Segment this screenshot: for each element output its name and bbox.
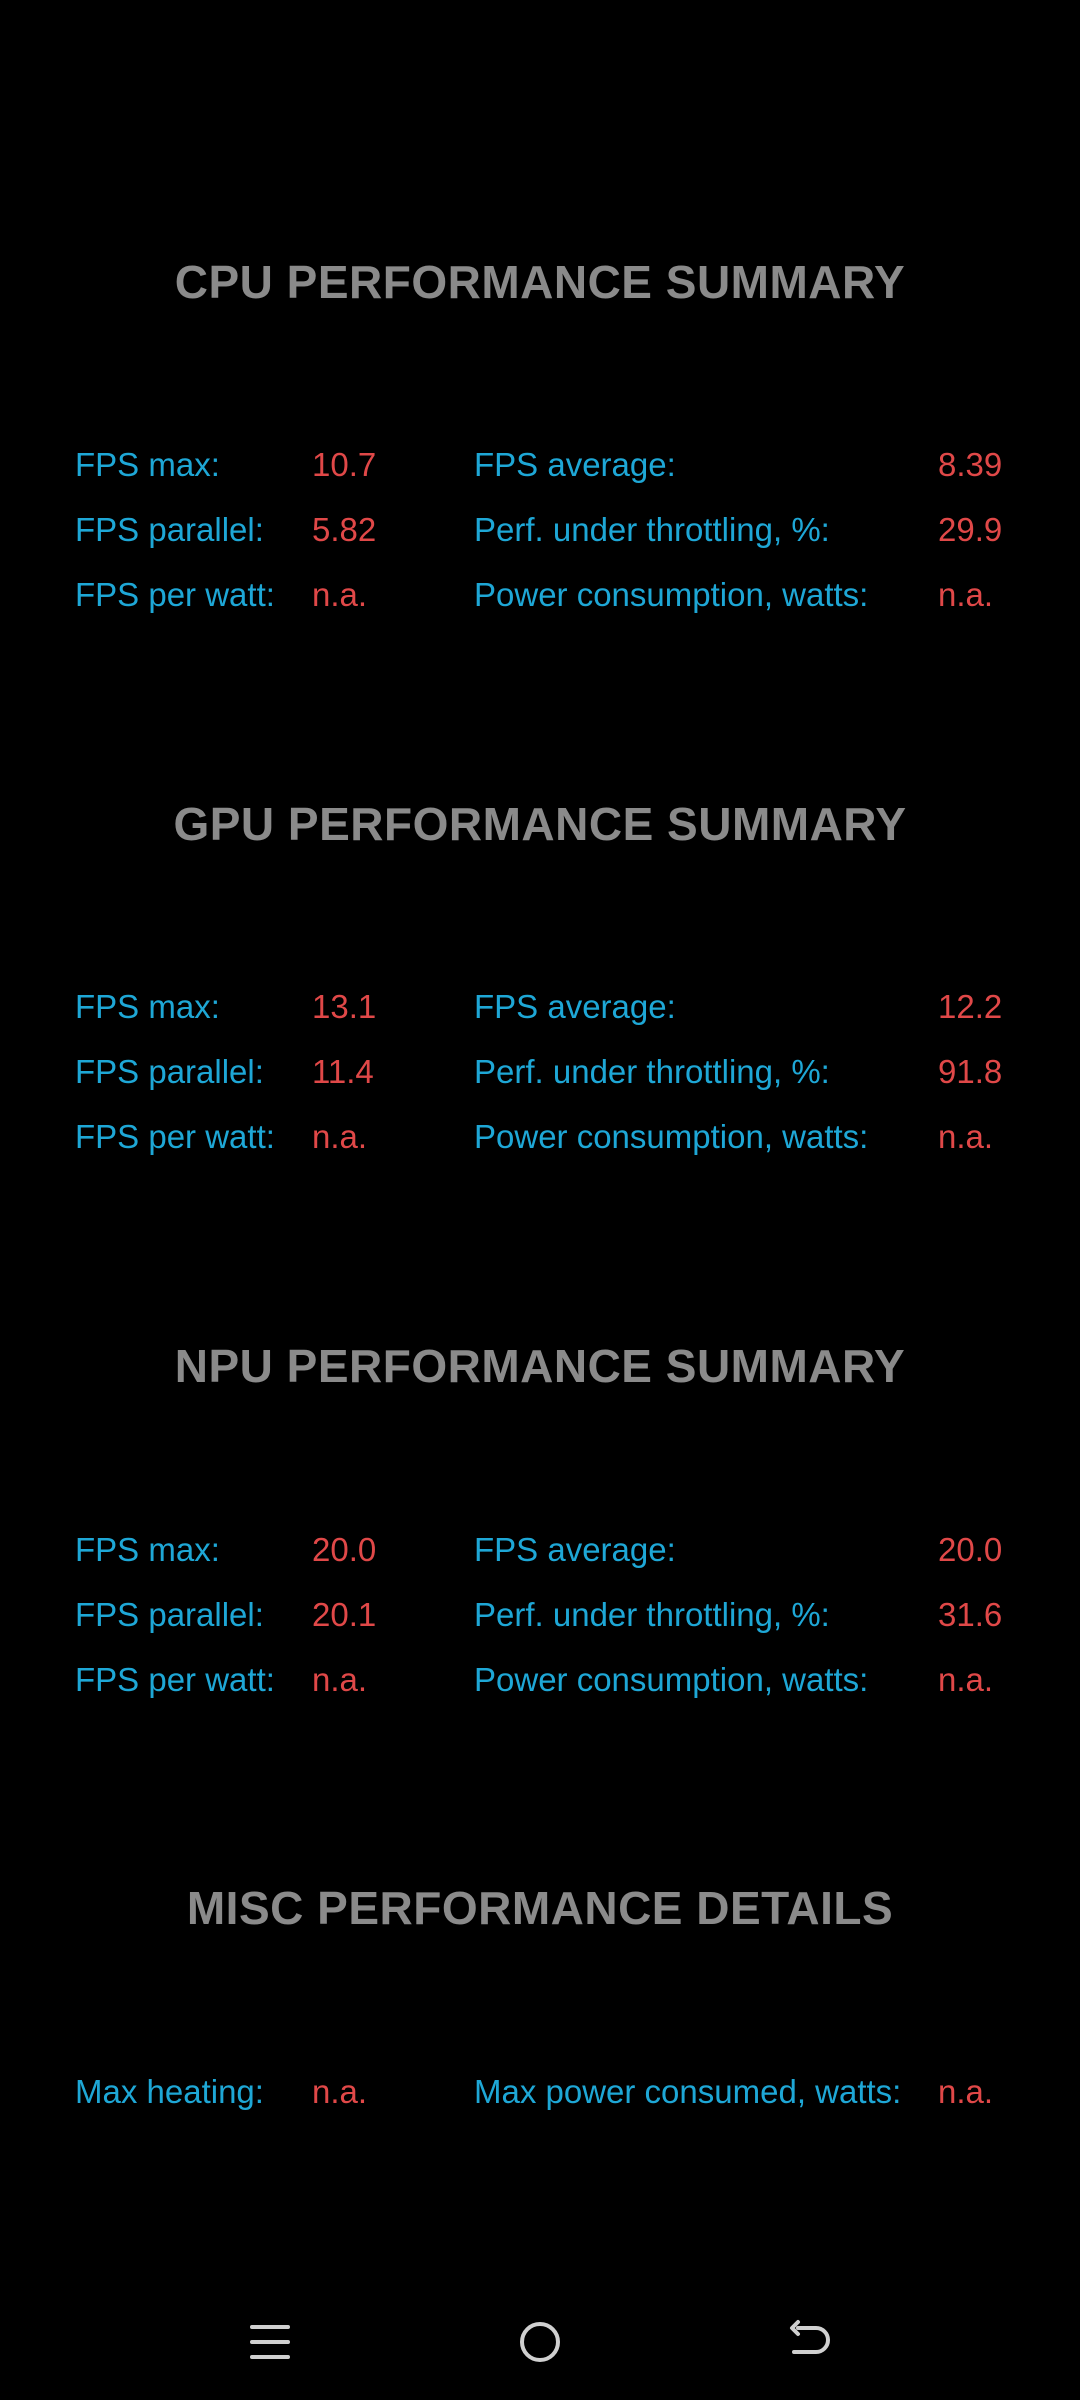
back-button[interactable] — [770, 2302, 850, 2382]
system-navigation-bar — [0, 2280, 1080, 2400]
npu-fps-parallel-value: 20.1 — [312, 1596, 377, 1633]
npu-power-consumption-label: Power consumption, watts: — [474, 1661, 869, 1698]
gpu-fps-average-value: 12.2 — [938, 988, 1003, 1025]
npu-section-title: NPU PERFORMANCE SUMMARY — [174, 1340, 906, 1392]
npu-throttling-value: 31.6 — [938, 1596, 1003, 1633]
npu-fps-per-watt-label: FPS per watt: — [75, 1661, 275, 1698]
cpu-section-title: CPU PERFORMANCE SUMMARY — [174, 256, 906, 308]
cpu-power-consumption-value: n.a. — [938, 576, 994, 613]
gpu-row-3: FPS per watt: n.a. Power consumption, wa… — [0, 1109, 1080, 1165]
gpu-fps-parallel-label: FPS parallel: — [75, 1053, 264, 1090]
cpu-throttling-label: Perf. under throttling, %: — [474, 511, 830, 548]
npu-power-consumption-value: n.a. — [938, 1661, 994, 1698]
gpu-power-consumption-label: Power consumption, watts: — [474, 1118, 869, 1155]
misc-section-title: MISC PERFORMANCE DETAILS — [186, 1882, 894, 1934]
npu-fps-max-label: FPS max: — [75, 1531, 220, 1568]
home-icon — [520, 2322, 560, 2362]
gpu-row-2: FPS parallel: 11.4 Perf. under throttlin… — [0, 1044, 1080, 1100]
recent-apps-button[interactable] — [230, 2302, 310, 2382]
gpu-row-1: FPS max: 13.1 FPS average: 12.2 — [0, 979, 1080, 1035]
misc-row-1: Max heating: n.a. Max power consumed, wa… — [0, 2064, 1080, 2120]
npu-row-3: FPS per watt: n.a. Power consumption, wa… — [0, 1652, 1080, 1708]
cpu-fps-per-watt-label: FPS per watt: — [75, 576, 275, 613]
back-icon — [790, 2320, 830, 2354]
cpu-fps-average-label: FPS average: — [474, 446, 676, 483]
menu-icon — [250, 2325, 290, 2359]
cpu-fps-max-label: FPS max: — [75, 446, 220, 483]
npu-row-1: FPS max: 20.0 FPS average: 20.0 — [0, 1522, 1080, 1578]
cpu-fps-parallel-value: 5.82 — [312, 511, 377, 548]
gpu-fps-per-watt-label: FPS per watt: — [75, 1118, 275, 1155]
cpu-fps-average-value: 8.39 — [938, 446, 1003, 483]
cpu-row-1: FPS max: 10.7 FPS average: 8.39 — [0, 437, 1080, 493]
npu-fps-average-label: FPS average: — [474, 1531, 676, 1568]
cpu-fps-per-watt-value: n.a. — [312, 576, 368, 613]
gpu-throttling-value: 91.8 — [938, 1053, 1003, 1090]
gpu-power-consumption-value: n.a. — [938, 1118, 994, 1155]
npu-fps-max-value: 20.0 — [312, 1531, 377, 1568]
gpu-fps-average-label: FPS average: — [474, 988, 676, 1025]
npu-fps-average-value: 20.0 — [938, 1531, 1003, 1568]
max-heating-value: n.a. — [312, 2073, 368, 2110]
cpu-fps-parallel-label: FPS parallel: — [75, 511, 264, 548]
gpu-throttling-label: Perf. under throttling, %: — [474, 1053, 830, 1090]
max-power-consumed-value: n.a. — [938, 2073, 994, 2110]
npu-fps-parallel-label: FPS parallel: — [75, 1596, 264, 1633]
max-heating-label: Max heating: — [75, 2073, 264, 2110]
cpu-row-3: FPS per watt: n.a. Power consumption, wa… — [0, 567, 1080, 623]
npu-throttling-label: Perf. under throttling, %: — [474, 1596, 830, 1633]
gpu-fps-max-label: FPS max: — [75, 988, 220, 1025]
cpu-fps-max-value: 10.7 — [312, 446, 377, 483]
cpu-power-consumption-label: Power consumption, watts: — [474, 576, 869, 613]
cpu-throttling-value: 29.9 — [938, 511, 1003, 548]
gpu-section-title: GPU PERFORMANCE SUMMARY — [173, 798, 907, 850]
cpu-row-2: FPS parallel: 5.82 Perf. under throttlin… — [0, 502, 1080, 558]
gpu-fps-max-value: 13.1 — [312, 988, 377, 1025]
max-power-consumed-label: Max power consumed, watts: — [474, 2073, 902, 2110]
home-button[interactable] — [500, 2302, 580, 2382]
npu-fps-per-watt-value: n.a. — [312, 1661, 368, 1698]
gpu-fps-parallel-value: 11.4 — [312, 1053, 374, 1090]
npu-row-2: FPS parallel: 20.1 Perf. under throttlin… — [0, 1587, 1080, 1643]
gpu-fps-per-watt-value: n.a. — [312, 1118, 368, 1155]
